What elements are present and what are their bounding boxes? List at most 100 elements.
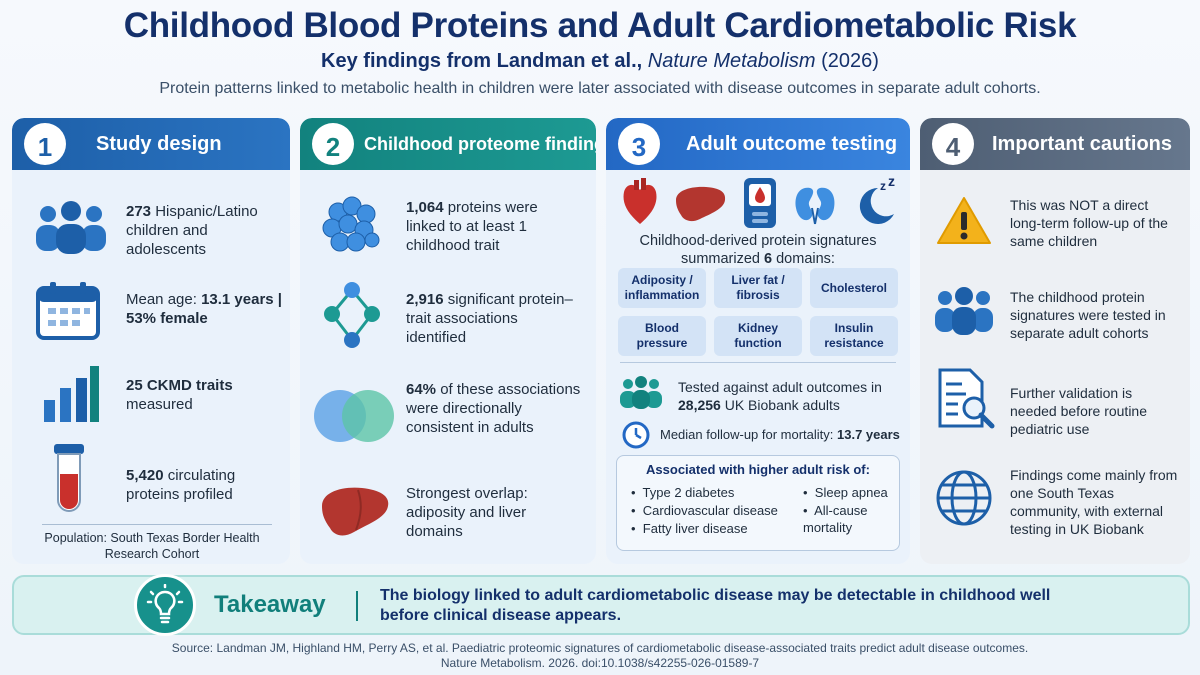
trait-count: 25 CKMD traits bbox=[126, 377, 233, 394]
overlap-text: Strongest overlap: adiposity and liver d… bbox=[406, 485, 528, 540]
domain-chip-blood-pressure: Blood pressure bbox=[618, 316, 706, 356]
adult-count: 28,256 bbox=[678, 397, 721, 413]
kidneys-icon bbox=[795, 187, 835, 225]
female-share: 53% female bbox=[126, 310, 208, 327]
risk-title: Associated with higher adult risk of: bbox=[646, 462, 870, 477]
protein-desc: circulating proteins profiled bbox=[126, 467, 236, 503]
step-number: 3 bbox=[618, 123, 660, 165]
risk-label: Fatty liver disease bbox=[642, 521, 748, 536]
domain-chip-adiposity: Adiposity / inflammation bbox=[618, 268, 706, 308]
domain-chip-insulin: Insulin resistance bbox=[810, 316, 898, 356]
proteome-findings-card: 2 Childhood proteome findings 1,064 prot… bbox=[300, 118, 596, 564]
liver-icon bbox=[676, 186, 726, 222]
heart-icon bbox=[623, 178, 657, 224]
lightbulb-icon bbox=[146, 584, 184, 624]
mean-age: 13.1 years | bbox=[201, 291, 282, 308]
molecule-network-icon bbox=[324, 282, 380, 348]
venn-icon bbox=[314, 390, 394, 442]
blood-tube-icon bbox=[54, 444, 84, 512]
adult-outcome-card: 3 Adult outcome testing z z Childhood-de… bbox=[606, 118, 910, 564]
source-citation: Source: Landman JM, Highland HM, Perry A… bbox=[0, 641, 1200, 671]
summary-pre: summarized bbox=[681, 251, 765, 267]
people-icon bbox=[935, 287, 993, 335]
caution-text: Further validation is needed before rout… bbox=[1010, 385, 1147, 437]
svg-text:z: z bbox=[880, 179, 886, 193]
domain-summary: Childhood-derived protein signatures summ… bbox=[606, 232, 910, 268]
domain-chip-liver: Liver fat / fibrosis bbox=[714, 268, 802, 308]
domain-count: 6 bbox=[764, 251, 773, 267]
cautions-card: 4 Important cautions This was NOT a dire… bbox=[920, 118, 1190, 564]
tested-line1: Tested against adult outcomes in bbox=[678, 379, 882, 395]
document-search-icon bbox=[938, 368, 995, 429]
citation-line: Source: Landman JM, Highland HM, Perry A… bbox=[171, 641, 1029, 655]
summary-line1: Childhood-derived protein signatures bbox=[639, 233, 877, 249]
card-title: Study design bbox=[96, 133, 222, 155]
tested-text: Tested against adult outcomes in 28,256 U… bbox=[678, 378, 902, 414]
liver-icon bbox=[322, 487, 389, 536]
divider bbox=[42, 524, 272, 525]
risk-label: Sleep apnea bbox=[814, 485, 888, 500]
domain-chip-kidney: Kidney function bbox=[714, 316, 802, 356]
tested-post: UK Biobank adults bbox=[720, 397, 840, 413]
trait-desc: measured bbox=[126, 396, 193, 413]
globe-icon bbox=[936, 470, 992, 526]
card-title: Adult outcome testing bbox=[686, 133, 898, 155]
lightbulb-badge bbox=[134, 574, 196, 636]
card-title: Childhood proteome findings bbox=[364, 134, 596, 154]
participant-desc: Hispanic/Latino children and adolescents bbox=[126, 203, 258, 258]
calendar-icon bbox=[36, 282, 100, 340]
participant-count: 273 bbox=[126, 203, 152, 220]
bar-chart-icon bbox=[44, 366, 99, 422]
takeaway-label: Takeaway bbox=[214, 591, 326, 618]
risk-item: • Type 2 diabetes bbox=[631, 485, 735, 500]
card-header: 1 Study design bbox=[12, 118, 290, 170]
divider bbox=[356, 591, 358, 621]
subtitle-year: (2026) bbox=[815, 50, 879, 72]
consistency-desc: of these associations were directionally… bbox=[406, 381, 581, 436]
protein-count: 5,420 bbox=[126, 467, 164, 484]
organ-icons: z z bbox=[606, 176, 910, 232]
population-note: Population: South Texas Border Health Re… bbox=[44, 531, 260, 561]
divider bbox=[620, 362, 896, 363]
svg-text:z: z bbox=[888, 176, 895, 189]
sleep-moon-icon: z z bbox=[859, 176, 895, 224]
risk-label: Type 2 diabetes bbox=[642, 485, 735, 500]
risk-item: • Sleep apnea bbox=[803, 485, 888, 500]
risk-label: Cardiovascular disease bbox=[642, 503, 778, 518]
protein-cluster-icon bbox=[322, 196, 380, 252]
followup-label: Median follow-up for mortality: bbox=[660, 427, 838, 442]
caution-text: This was NOT a direct long-term follow-u… bbox=[1010, 197, 1168, 249]
takeaway-banner: Takeaway The biology linked to adult car… bbox=[12, 574, 1190, 636]
association-count: 2,916 bbox=[406, 291, 444, 308]
caution-text: The childhood protein signatures were te… bbox=[1010, 289, 1166, 341]
step-number: 2 bbox=[312, 123, 354, 165]
linked-protein-count: 1,064 bbox=[406, 199, 444, 216]
risk-item: • All-cause mortality bbox=[803, 503, 868, 535]
takeaway-text: The biology linked to adult cardiometabo… bbox=[380, 587, 1051, 624]
risk-item: • Cardiovascular disease bbox=[631, 503, 778, 518]
step-number: 4 bbox=[932, 123, 974, 165]
summary-post: domains: bbox=[772, 251, 835, 267]
risk-box: Associated with higher adult risk of: • … bbox=[616, 455, 900, 551]
clock-icon bbox=[622, 421, 650, 449]
warning-icon bbox=[937, 197, 991, 244]
risk-item: • Fatty liver disease bbox=[631, 521, 748, 536]
page-subtitle: Key findings from Landman et al., Nature… bbox=[0, 50, 1200, 73]
page-title: Childhood Blood Proteins and Adult Cardi… bbox=[123, 6, 1077, 45]
followup-years: 13.7 years bbox=[837, 427, 900, 442]
subtitle-text: Key findings from Landman et al., bbox=[321, 50, 648, 72]
people-icon bbox=[36, 201, 106, 254]
association-desc: significant protein–trait associations i… bbox=[406, 291, 573, 346]
card-header: 2 Childhood proteome findings bbox=[300, 118, 596, 170]
citation-doi: Nature Metabolism. 2026. doi:10.1038/s42… bbox=[440, 656, 760, 670]
card-header: 4 Important cautions bbox=[920, 118, 1190, 170]
linked-protein-desc: proteins were linked to at least 1 child… bbox=[406, 199, 538, 254]
step-number: 1 bbox=[24, 123, 66, 165]
age-label: Mean age: bbox=[126, 291, 202, 308]
caution-text: Findings come mainly from one South Texa… bbox=[1010, 467, 1178, 537]
domain-chip-cholesterol: Cholesterol bbox=[810, 268, 898, 308]
card-header: 3 Adult outcome testing bbox=[606, 118, 910, 170]
consistency-share: 64% bbox=[406, 381, 437, 398]
glucose-meter-icon bbox=[744, 178, 776, 228]
page-tagline: Protein patterns linked to metabolic hea… bbox=[159, 80, 1041, 97]
